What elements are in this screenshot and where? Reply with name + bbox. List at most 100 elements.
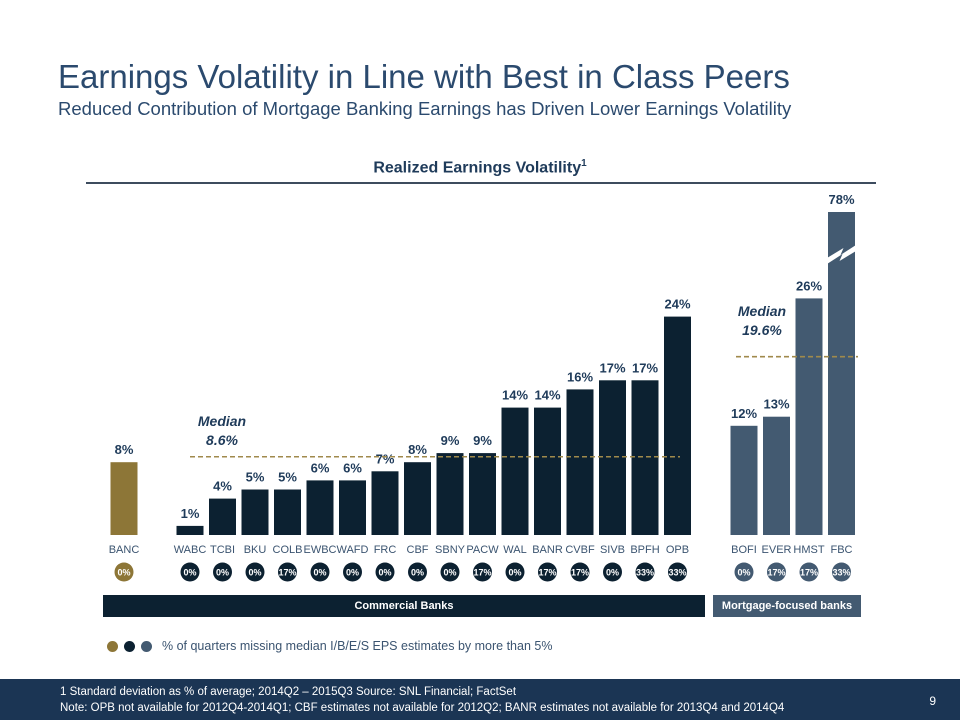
chart-title-rule <box>86 182 876 184</box>
bar-frc <box>371 471 399 535</box>
missed-estimates-value-wal: 0% <box>508 568 521 578</box>
commercial-banks-band: Commercial Banks <box>103 595 705 617</box>
missed-estimates-value-fbc: 33% <box>832 568 850 578</box>
page-title: Earnings Volatility in Line with Best in… <box>58 58 790 95</box>
data-label-pacw: 9% <box>473 433 492 448</box>
missed-estimates-value-bofi: 0% <box>737 568 750 578</box>
missed-estimates-value-wabc: 0% <box>183 568 196 578</box>
missed-estimates-value-frc: 0% <box>378 568 391 578</box>
missed-estimates-value-wafd: 0% <box>346 568 359 578</box>
bar-bofi <box>730 425 758 535</box>
tick-label-opb: OPB <box>666 544 689 556</box>
missed-estimates-value-ever: 17% <box>767 568 785 578</box>
missed-estimates-badge-ewbc <box>310 562 330 582</box>
data-label-opb: 24% <box>664 297 690 312</box>
missed-estimates-badge-cbf <box>408 562 427 582</box>
missed-estimates-badge-bku <box>245 562 265 582</box>
tick-label-cbf: CBF <box>407 544 429 556</box>
missed-estimates-badge-hmst <box>799 562 819 582</box>
bar-colb <box>274 489 301 535</box>
footer: 1 Standard deviation as % of average; 20… <box>0 679 960 720</box>
tick-label-banc: BANC <box>109 544 140 556</box>
missed-estimates-badge-ever <box>767 562 786 582</box>
tick-label-cvbf: CVBF <box>565 544 595 556</box>
chart-title: Realized Earnings Volatility1 <box>0 158 960 177</box>
bar-sbny <box>436 453 464 535</box>
median-value-commercial: 8.6% <box>206 432 238 448</box>
data-label-banr: 14% <box>534 388 560 403</box>
missed-estimates-badge-colb <box>278 562 297 582</box>
tick-label-hmst: HMST <box>793 544 824 556</box>
data-label-frc: 7% <box>376 451 395 466</box>
missed-estimates-value-bku: 0% <box>248 568 261 578</box>
data-label-colb: 5% <box>278 470 297 485</box>
data-label-fbc: 78% <box>828 192 854 207</box>
missed-estimates-badge-sivb <box>603 562 622 582</box>
median-value-mortgage: 19.6% <box>742 322 782 338</box>
bar-bku <box>241 489 269 535</box>
missed-estimates-badge-banr <box>538 562 557 582</box>
bar-tcbi <box>209 498 236 535</box>
data-label-bpfh: 17% <box>632 360 658 375</box>
legend-text: % of quarters missing median I/B/E/S EPS… <box>162 639 553 653</box>
data-label-sivb: 17% <box>599 360 625 375</box>
bar-cbf <box>404 462 431 535</box>
missed-estimates-badge-fbc <box>832 562 851 582</box>
axis-break-symbol <box>827 245 856 264</box>
missed-estimates-badge-bofi <box>734 562 754 582</box>
missed-estimates-value-colb: 17% <box>278 568 296 578</box>
bar-ever <box>763 416 790 535</box>
missed-estimates-value-banc: 0% <box>117 568 130 578</box>
median-label-mortgage: Median <box>738 303 786 319</box>
bar-wabc <box>176 525 204 535</box>
footnote-1: 1 Standard deviation as % of average; 20… <box>60 686 517 698</box>
tick-label-sbny: SBNY <box>435 544 466 556</box>
bar-sivb <box>599 380 626 535</box>
missed-estimates-badge-banc <box>114 562 134 582</box>
data-label-bofi: 12% <box>731 406 757 421</box>
data-label-sbny: 9% <box>441 433 460 448</box>
bar-banr <box>534 407 561 535</box>
bar-banc <box>110 462 138 535</box>
median-label-commercial: Median <box>198 413 246 429</box>
bar-cvbf <box>566 389 594 535</box>
data-label-tcbi: 4% <box>213 479 232 494</box>
bar-pacw <box>469 453 496 535</box>
mortgage-focused-banks-band: Mortgage-focused banks <box>713 595 861 617</box>
tick-label-wabc: WABC <box>174 544 207 556</box>
data-label-bku: 5% <box>246 470 265 485</box>
footnote-note: Note: OPB not available for 2012Q4-2014Q… <box>60 702 785 714</box>
missed-estimates-value-sivb: 0% <box>606 568 619 578</box>
data-label-cbf: 8% <box>408 442 427 457</box>
bar-wafd <box>339 480 366 535</box>
earnings-volatility-chart: 8% BANC 0% 1% WABC 0% 4% TCBI 0% 5% BKU 0% 5% COLB 17%… <box>109 192 858 582</box>
missed-estimates-value-cbf: 0% <box>411 568 424 578</box>
tick-label-bku: BKU <box>244 544 267 556</box>
bar-ewbc <box>306 480 334 535</box>
page-subtitle: Reduced Contribution of Mortgage Banking… <box>58 98 792 119</box>
tick-label-colb: COLB <box>273 544 303 556</box>
missed-estimates-badge-wafd <box>343 562 362 582</box>
tick-label-pacw: PACW <box>466 544 499 556</box>
page-number: 9 <box>929 694 936 708</box>
data-label-wal: 14% <box>502 388 528 403</box>
legend-dot-commercial <box>124 640 135 652</box>
missed-estimates-value-cvbf: 17% <box>571 568 589 578</box>
tick-label-sivb: SIVB <box>600 544 625 556</box>
missed-estimates-badge-pacw <box>473 562 492 582</box>
data-label-ever: 13% <box>763 397 789 412</box>
missed-estimates-badge-bpfh <box>635 562 655 582</box>
tick-label-ever: EVER <box>762 544 792 556</box>
missed-estimates-value-ewbc: 0% <box>313 568 326 578</box>
data-label-hmst: 26% <box>796 278 822 293</box>
tick-label-ewbc: EWBC <box>304 544 337 556</box>
bar-fbc <box>828 212 855 535</box>
missed-estimates-badge-opb <box>668 562 687 582</box>
missed-estimates-value-sbny: 0% <box>443 568 456 578</box>
data-label-banc: 8% <box>115 442 134 457</box>
data-label-wafd: 6% <box>343 460 362 475</box>
tick-label-frc: FRC <box>374 544 397 556</box>
missed-estimates-badge-wabc <box>180 562 200 582</box>
missed-estimates-badge-sbny <box>440 562 460 582</box>
legend-dot-banc <box>107 640 118 652</box>
